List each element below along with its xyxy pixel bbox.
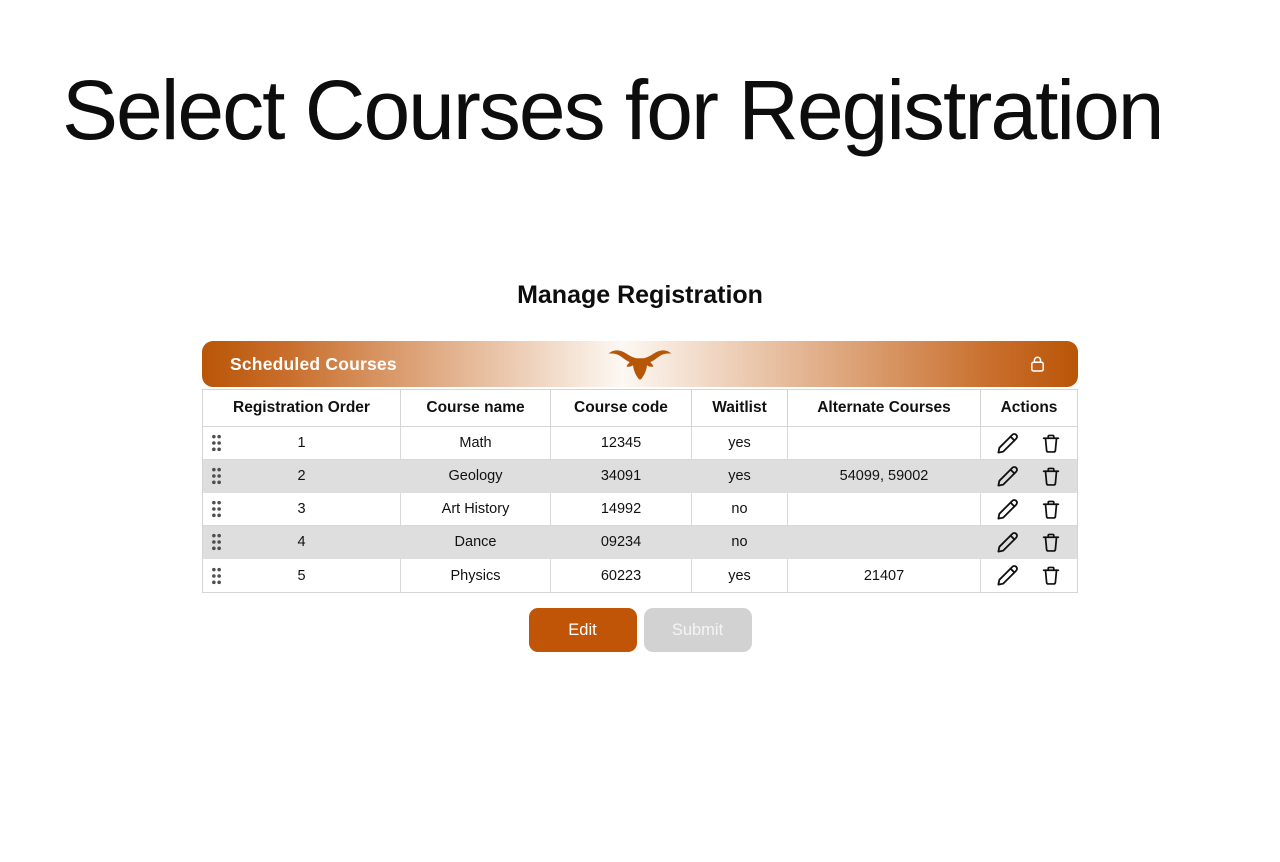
edit-button[interactable]: Edit (528, 608, 637, 652)
course-name-value: Physics (401, 559, 551, 592)
registration-order-value: 4 (297, 534, 306, 550)
trash-icon (1042, 533, 1059, 552)
course-name-value: Dance (401, 526, 551, 559)
actions-cell (981, 526, 1077, 559)
column-header-actions: Actions (981, 390, 1077, 427)
lock-icon[interactable] (1027, 353, 1048, 376)
pencil-icon (997, 498, 1019, 520)
table-row: 5 Physics 60223 yes 21407 (203, 559, 1077, 592)
course-name-value: Geology (401, 460, 551, 493)
course-code-value: 14992 (551, 493, 692, 526)
scheduled-courses-card: Scheduled Courses Registration Ord (202, 341, 1078, 593)
course-code-value: 60223 (551, 559, 692, 592)
drag-handle-icon[interactable] (210, 467, 223, 486)
delete-row-button[interactable] (1040, 531, 1062, 554)
column-header-course-name: Course name (401, 390, 551, 427)
courses-table-body: 1 Math 12345 yes (203, 427, 1077, 592)
alternate-courses-value (788, 493, 981, 526)
form-actions: Edit Submit (0, 608, 1280, 652)
actions-cell (981, 427, 1077, 460)
drag-handle-icon[interactable] (210, 500, 223, 519)
registration-order-value: 1 (297, 435, 306, 451)
registration-order-cell: 1 (203, 427, 401, 460)
alternate-courses-value (788, 526, 981, 559)
edit-row-button[interactable] (996, 465, 1019, 488)
edit-row-button[interactable] (996, 498, 1019, 521)
delete-row-button[interactable] (1040, 564, 1062, 587)
course-name-value: Art History (401, 493, 551, 526)
pencil-icon (997, 432, 1019, 454)
waitlist-value: no (692, 493, 788, 526)
trash-icon (1042, 434, 1059, 453)
submit-button[interactable]: Submit (643, 608, 752, 652)
column-header-course-code: Course code (551, 390, 692, 427)
trash-icon (1042, 566, 1059, 585)
registration-order-cell: 3 (203, 493, 401, 526)
trash-icon (1042, 500, 1059, 519)
registration-order-value: 2 (297, 468, 306, 484)
drag-handle-icon[interactable] (210, 533, 223, 552)
page-title: Select Courses for Registration (62, 63, 1165, 157)
edit-row-button[interactable] (996, 531, 1019, 554)
registration-order-cell: 5 (203, 559, 401, 592)
card-header-bar: Scheduled Courses (202, 341, 1078, 387)
edit-row-button[interactable] (996, 564, 1019, 587)
actions-cell (981, 460, 1077, 493)
page: Select Courses for Registration Manage R… (0, 62, 1280, 652)
column-header-alternate-courses: Alternate Courses (788, 390, 981, 427)
registration-order-cell: 2 (203, 460, 401, 493)
delete-row-button[interactable] (1040, 432, 1062, 455)
alternate-courses-value (788, 427, 981, 460)
trash-icon (1042, 467, 1059, 486)
edit-row-button[interactable] (996, 432, 1019, 455)
pencil-icon (997, 465, 1019, 487)
table-row: 1 Math 12345 yes (203, 427, 1077, 460)
pencil-icon (997, 565, 1019, 586)
table-row: 2 Geology 34091 yes 54099, 59002 (203, 460, 1077, 493)
waitlist-value: yes (692, 460, 788, 493)
pencil-icon (997, 531, 1019, 553)
longhorn-logo-icon (608, 347, 672, 382)
table-row: 4 Dance 09234 no (203, 526, 1077, 559)
alternate-courses-value: 54099, 59002 (788, 460, 981, 493)
registration-order-value: 3 (297, 501, 306, 517)
drag-handle-icon[interactable] (210, 434, 223, 453)
waitlist-value: yes (692, 427, 788, 460)
delete-row-button[interactable] (1040, 465, 1062, 488)
alternate-courses-value: 21407 (788, 559, 981, 592)
waitlist-value: yes (692, 559, 788, 592)
drag-handle-icon[interactable] (210, 566, 223, 585)
courses-table: Registration Order Course name Course co… (202, 389, 1078, 593)
delete-row-button[interactable] (1040, 498, 1062, 521)
course-name-value: Math (401, 427, 551, 460)
column-header-registration-order: Registration Order (203, 390, 401, 427)
courses-table-header: Registration Order Course name Course co… (203, 390, 1077, 427)
registration-order-cell: 4 (203, 526, 401, 559)
actions-cell (981, 493, 1077, 526)
registration-order-value: 5 (297, 567, 306, 584)
course-code-value: 12345 (551, 427, 692, 460)
actions-cell (981, 559, 1077, 592)
card-title: Scheduled Courses (230, 353, 397, 374)
course-code-value: 34091 (551, 460, 692, 493)
course-code-value: 09234 (551, 526, 692, 559)
waitlist-value: no (692, 526, 788, 559)
section-heading: Manage Registration (517, 281, 763, 309)
table-row: 3 Art History 14992 no (203, 493, 1077, 526)
column-header-waitlist: Waitlist (692, 390, 788, 427)
